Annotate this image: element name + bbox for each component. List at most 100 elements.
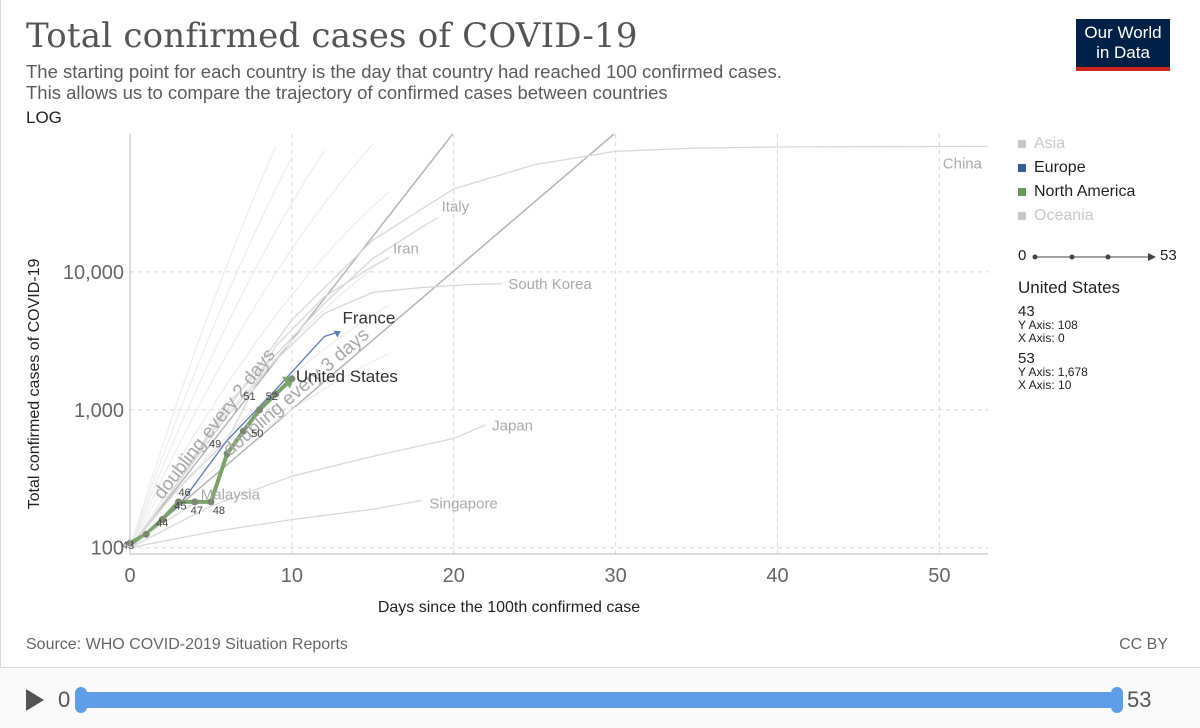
subtitle-line: The starting point for each country is t…	[26, 61, 782, 82]
chart-subtitle: The starting point for each country is t…	[26, 61, 926, 103]
selection-x-value: X Axis: 0	[1018, 331, 1065, 345]
background-line	[130, 255, 390, 549]
owid-logo[interactable]: Our World in Data	[1076, 19, 1170, 71]
point-label: 50	[251, 428, 263, 440]
doubling-line	[130, 134, 615, 549]
series-line-south-korea	[130, 283, 503, 549]
series-label-france: France	[342, 308, 395, 327]
log-scale-toggle[interactable]: LOG	[26, 108, 62, 127]
background-line	[130, 156, 293, 548]
legend-swatch	[1018, 164, 1026, 172]
subtitle-line: This allows us to compare the trajectory…	[26, 82, 668, 103]
point-label: 43	[122, 540, 134, 552]
selection-panel: United States 43 Y Axis: 108 X Axis: 0 5…	[1018, 278, 1120, 398]
data-point	[207, 498, 215, 506]
legend-item-europe[interactable]: Europe	[1018, 156, 1135, 180]
legend-item-oceania[interactable]: Oceania	[1018, 204, 1135, 228]
series-line-iran	[130, 257, 390, 549]
series-label-china: China	[943, 155, 983, 172]
data-point	[191, 498, 199, 506]
data-point	[175, 498, 183, 506]
legend-label: North America	[1034, 183, 1136, 200]
logo-line: Our World	[1084, 23, 1162, 42]
x-tick-label: 0	[124, 565, 135, 587]
source-note[interactable]: Source: WHO COVID-2019 Situation Reports	[26, 636, 348, 653]
selected-country: United States	[1018, 278, 1121, 297]
series-label-italy: Italy	[442, 199, 470, 216]
series-line-japan	[130, 424, 487, 549]
background-line	[130, 143, 374, 548]
timeline-arrow-icon	[1032, 253, 1156, 261]
series-line-china	[130, 145, 988, 549]
legend-item-asia[interactable]: Asia	[1018, 132, 1135, 156]
timeline-start-handle[interactable]	[75, 687, 87, 713]
y-tick-label: 1,000	[74, 400, 124, 422]
x-tick-label: 30	[605, 565, 627, 587]
background-line	[130, 146, 277, 548]
series-arrowhead	[333, 330, 341, 338]
y-tick-label: 10,000	[63, 262, 124, 284]
timeline-start-label: 0	[58, 687, 71, 712]
selection-point: 53 Y Axis: 1,678 X Axis: 10	[1018, 351, 1120, 392]
timeline-end-handle[interactable]	[1111, 687, 1123, 713]
series-label-malaysia: Malaysia	[201, 486, 261, 503]
background-line	[130, 191, 390, 548]
data-point	[272, 390, 280, 398]
data-point	[239, 427, 247, 435]
legend-swatch	[1018, 212, 1026, 220]
legend-label: Asia	[1034, 135, 1066, 152]
background-line	[130, 150, 325, 548]
frame-border	[0, 0, 1, 728]
series-line-malaysia	[130, 502, 196, 549]
chart-title: Total confirmed cases of COVID-19	[26, 16, 638, 56]
series-lines	[130, 143, 988, 549]
point-label: 51	[243, 391, 255, 403]
legend-swatch	[1018, 188, 1026, 196]
series-line-singapore	[130, 499, 422, 549]
x-axis-title: Days since the 100th confirmed case	[378, 599, 640, 616]
series-label-singapore: Singapore	[429, 495, 497, 512]
selection-x-value: X Axis: 10	[1018, 378, 1072, 392]
logo-line: in Data	[1096, 43, 1150, 62]
y-tick-label: 100	[91, 538, 124, 560]
timeline-slider-track[interactable]	[81, 692, 1117, 708]
play-icon[interactable]	[26, 689, 44, 711]
x-tick-label: 40	[766, 565, 788, 587]
data-point	[223, 450, 231, 458]
point-label: 46	[178, 487, 190, 499]
point-label: 44	[156, 517, 168, 529]
legend-item-north-america[interactable]: North America	[1018, 180, 1135, 204]
point-label: 49	[209, 439, 221, 451]
legend-label: Oceania	[1034, 207, 1094, 224]
point-label: 45	[174, 501, 186, 513]
data-point	[256, 406, 264, 414]
legend: Asia Europe North America Oceania	[1018, 132, 1135, 228]
series-label-iran: Iran	[393, 241, 419, 258]
selection-y-value: Y Axis: 1,678	[1018, 365, 1088, 379]
selection-day: 43	[1018, 303, 1035, 320]
series-line-italy	[130, 217, 438, 549]
license-link[interactable]: CC BY	[1119, 636, 1168, 653]
data-point	[158, 516, 166, 524]
data-point	[142, 530, 150, 538]
point-label: 48	[213, 505, 225, 517]
point-label: 47	[191, 505, 203, 517]
legend-timeline-start: 0	[1018, 247, 1027, 264]
series-label-united-states: United States	[296, 367, 398, 386]
axes: 0 10 20 30 40 50 100 1,000 10,000 Days since the …	[26, 134, 988, 616]
legend-swatch	[1018, 140, 1026, 148]
point-label: 52	[266, 391, 278, 403]
selection-point: 43 Y Axis: 108 X Axis: 0	[1018, 304, 1120, 345]
x-tick-label: 10	[281, 565, 303, 587]
selection-day: 53	[1018, 350, 1035, 367]
selection-y-value: Y Axis: 108	[1018, 318, 1078, 332]
y-axis-title: Total confirmed cases of COVID-19	[26, 259, 43, 510]
series-label-japan: Japan	[492, 418, 533, 435]
legend-timeline: 0 53	[1018, 247, 1178, 267]
timeline-end-label: 53	[1127, 687, 1152, 712]
footer-divider	[0, 667, 1200, 668]
legend-label: Europe	[1034, 159, 1086, 176]
legend-timeline-end: 53	[1160, 247, 1177, 264]
data-point	[288, 375, 296, 383]
